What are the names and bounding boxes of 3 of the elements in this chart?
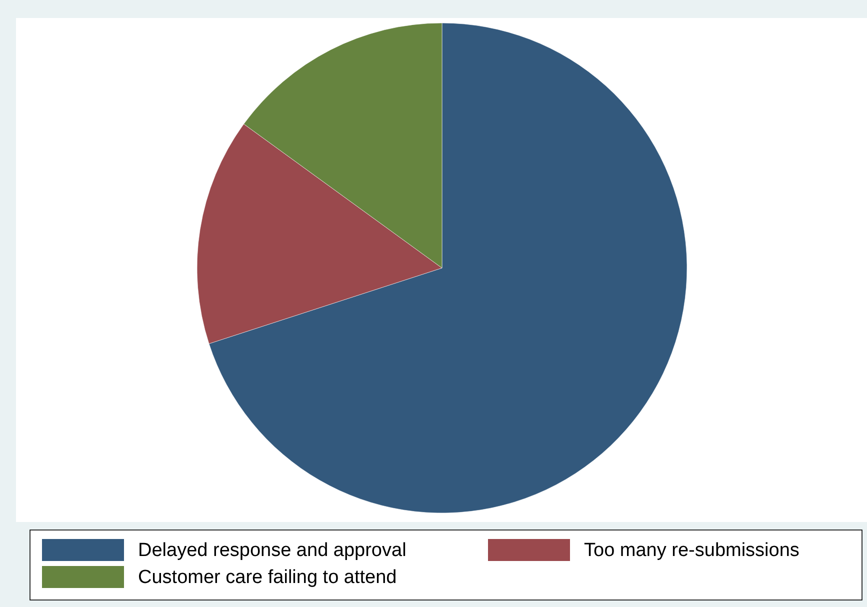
legend-label: Customer care failing to attend <box>138 567 397 588</box>
legend-label: Delayed response and approval <box>138 540 406 561</box>
legend-label: Too many re-submissions <box>584 540 800 561</box>
